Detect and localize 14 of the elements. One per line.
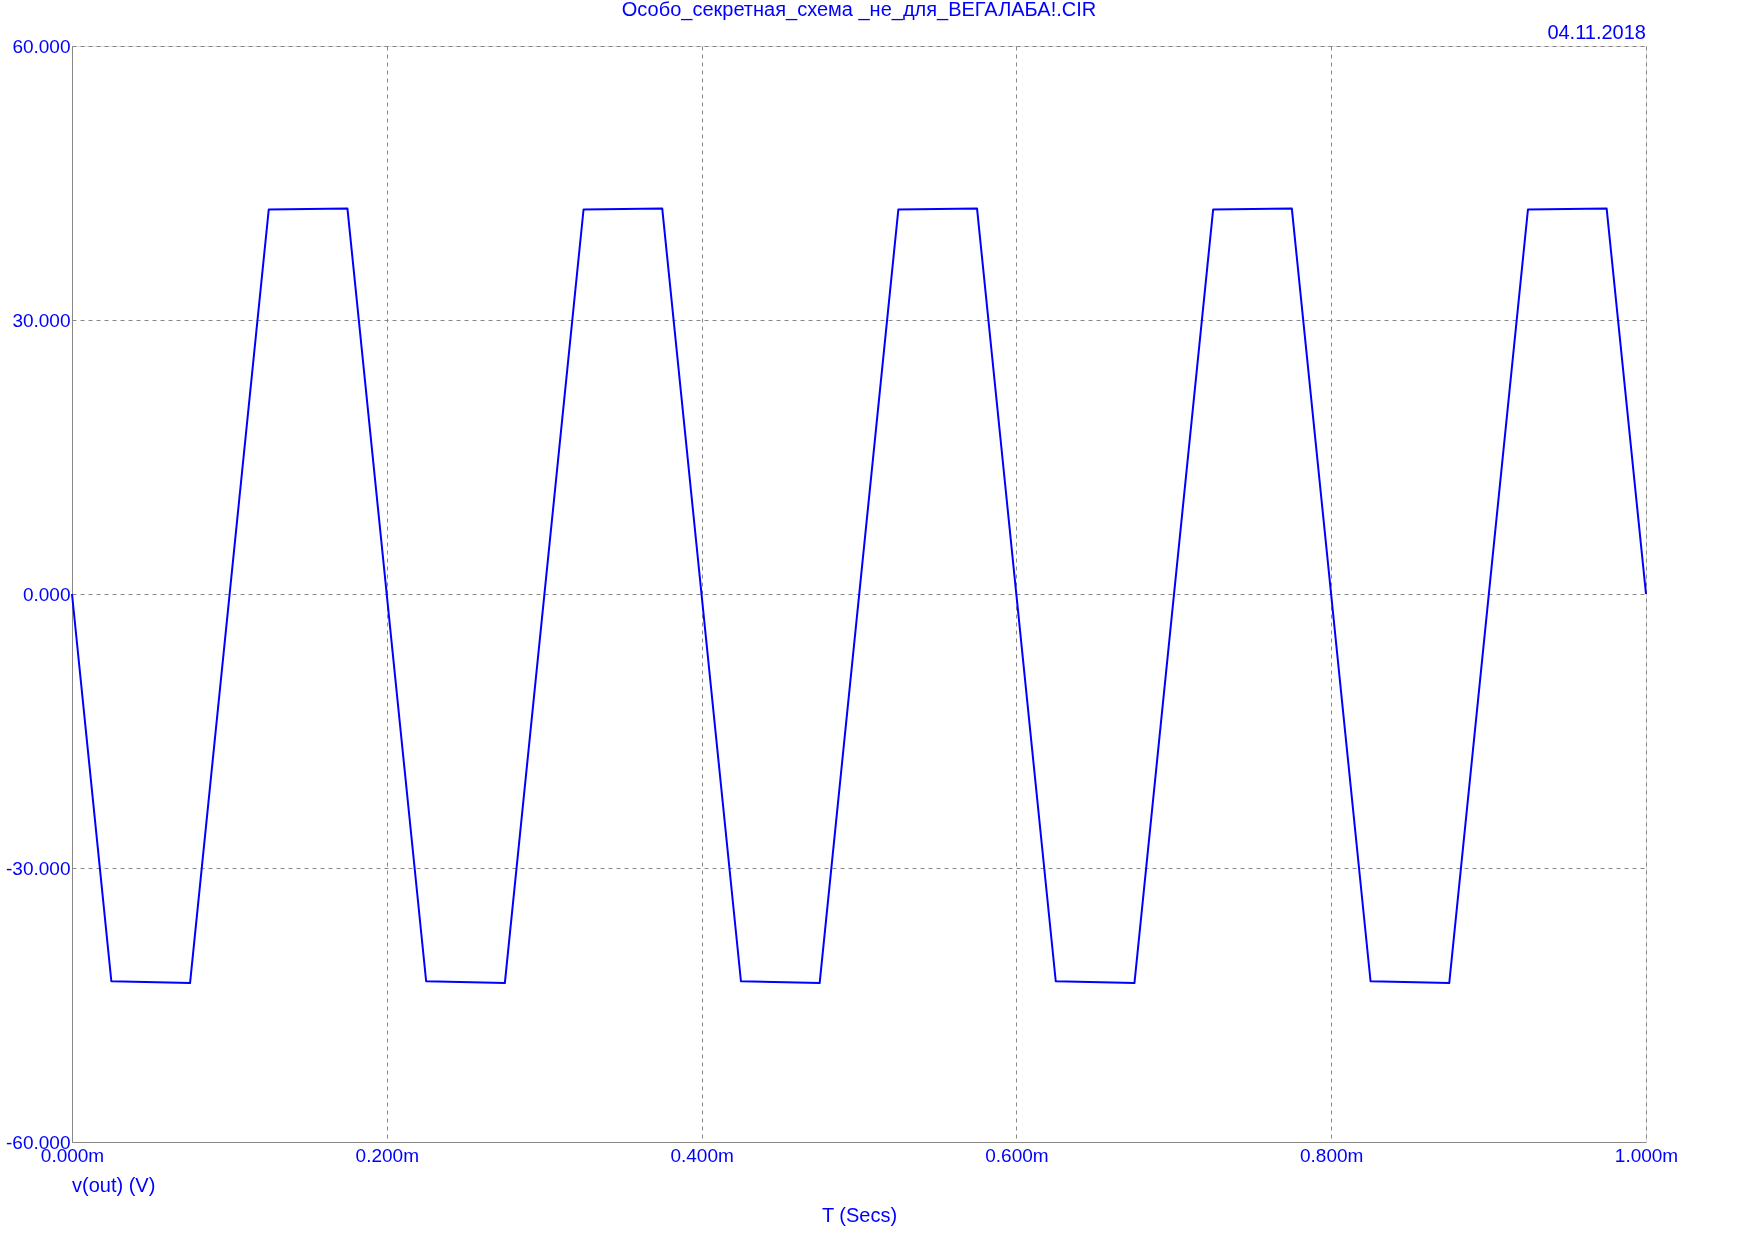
text: 04.11.2018: [1547, 21, 1646, 43]
line-series: [71, 207, 1647, 985]
chart-title: Особо_секретная_схема _не_для_ВЕГАЛАБА!.CIR: [621, 0, 1097, 21]
x-tick-label: 0.400m: [670, 1144, 734, 1166]
x-tick-label: 1.000m: [1614, 1144, 1679, 1166]
y-tick-label: 30.000: [12, 309, 71, 331]
x-tick-label: 0.600m: [985, 1144, 1049, 1166]
text: v(out) (V): [72, 1174, 156, 1196]
x-tick-label: 0.800m: [1300, 1144, 1364, 1166]
x-tick-label: 0.200m: [355, 1144, 419, 1166]
y-tick-label: 60.000: [12, 35, 71, 57]
y-tick-label: -30.000: [6, 857, 71, 879]
x-axis-title: T (Secs): [821, 1203, 898, 1226]
y-tick-label: 0.000: [22, 583, 71, 605]
